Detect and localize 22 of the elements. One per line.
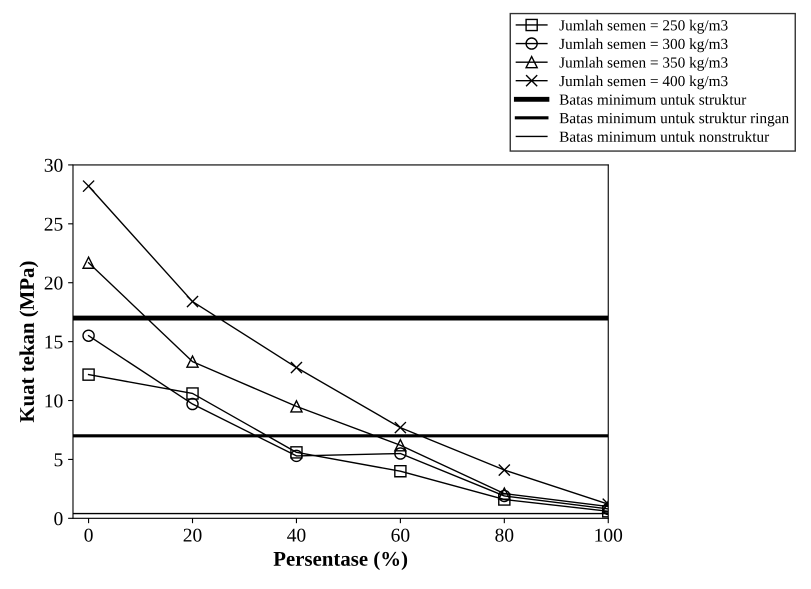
y-tick-label: 0 [54, 512, 63, 526]
y-tick-label: 10 [46, 394, 63, 408]
legend-label: Jumlah semen = 400 kg/m3 [559, 75, 728, 90]
x-tick-label: 60 [391, 528, 410, 542]
x-tick-label: 100 [595, 528, 622, 542]
x-tick-label: 80 [495, 528, 514, 542]
legend-label: Jumlah semen = 350 kg/m3 [559, 56, 728, 71]
y-tick-label: 20 [44, 276, 63, 290]
y-tick-label: 25 [44, 218, 63, 231]
legend-label: Jumlah semen = 300 kg/m3 [559, 38, 728, 52]
legend-label: Batas minimum untuk struktur [560, 94, 746, 105]
x-tick-label: 40 [287, 528, 306, 542]
legend-label: Batas minimum untuk nonstruktur [560, 131, 770, 142]
y-axis-title: Kuat tekan (MPa) [19, 262, 38, 422]
x-axis-title: Persentase (%) [274, 551, 408, 570]
y-tick-label: 30 [44, 158, 63, 172]
x-tick-label: 20 [184, 528, 202, 542]
x-tick-label: 0 [84, 528, 93, 542]
legend-label: Batas minimum untuk struktur ringan [560, 112, 789, 126]
y-tick-label: 5 [54, 453, 63, 466]
legend-label: Jumlah semen = 250 kg/m3 [559, 20, 728, 34]
y-tick-label: 15 [46, 336, 63, 349]
